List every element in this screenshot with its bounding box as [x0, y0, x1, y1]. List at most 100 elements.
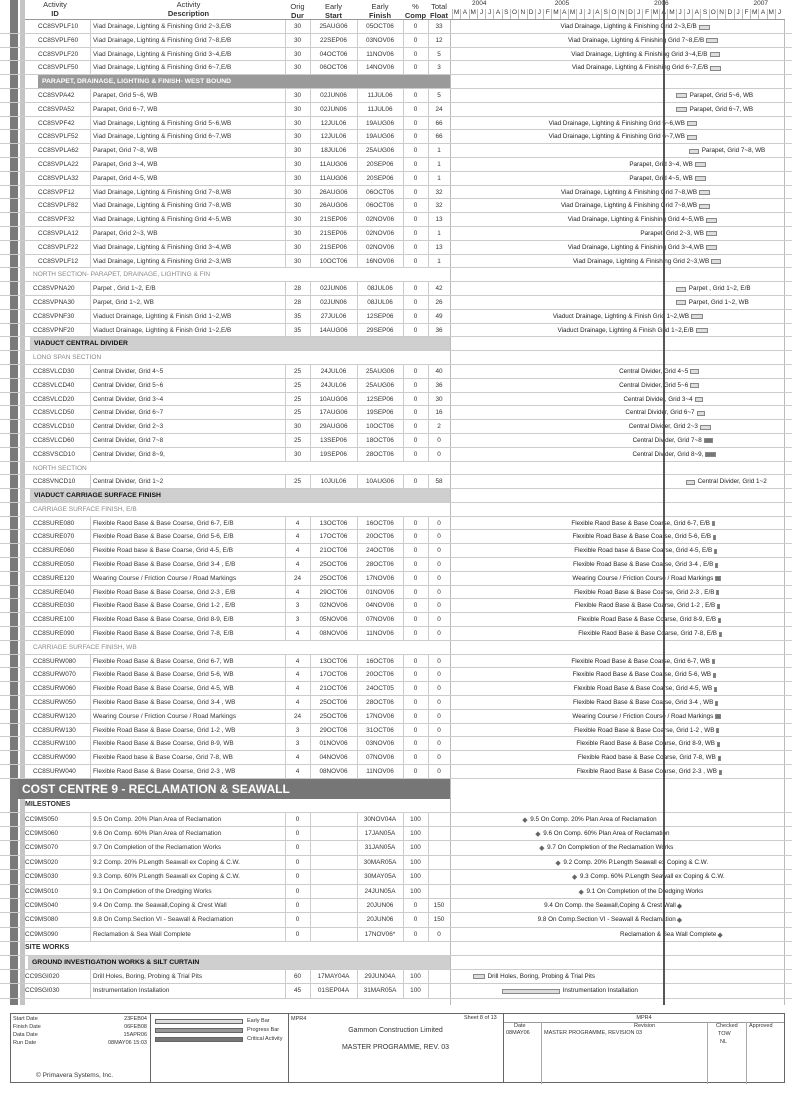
bar-label: Viad Drainage, Lighting & Finishing Grid… — [571, 64, 709, 72]
milestone-row: CC9MS060 9.6 On Comp. 60% Plan Area of Re… — [0, 827, 792, 842]
activity-id: CC8SVPF32 — [38, 216, 75, 224]
early-start: 10OCT06 — [319, 257, 348, 265]
orig-duration: 4 — [295, 533, 300, 541]
year-label: 2007 — [753, 0, 768, 7]
early-finish: 31MAR05A — [363, 987, 397, 995]
month-label: J — [576, 9, 584, 19]
total-float: 13 — [435, 216, 443, 224]
activity-id: CC8SVNCD10 — [33, 478, 76, 486]
percent-complete: 0 — [413, 133, 418, 141]
month-label: J — [485, 9, 493, 19]
month-label: M — [750, 9, 758, 19]
early-finish: 11NOV06 — [366, 630, 394, 638]
subgroup-header: LONG SPAN SECTION — [0, 351, 792, 365]
percent-complete: 0 — [413, 547, 418, 555]
col-desc-top: Activity — [176, 0, 201, 9]
total-float: 13 — [435, 243, 443, 251]
rev-header-checked: Checked — [716, 1023, 738, 1029]
activity-row: CC8SURE100 Flexible Road Base & Base Coar… — [0, 613, 792, 628]
activity-id: CC8SVPLF20 — [38, 50, 79, 58]
run-date-label: Run Date — [13, 1040, 37, 1046]
code: MPR4 — [291, 1016, 307, 1022]
early-finish: 20JUN06 — [366, 916, 394, 924]
early-finish: 16OCT06 — [366, 519, 394, 527]
bar-label: Wearing Course / Friction Course / Road … — [572, 574, 714, 582]
early-bar — [705, 231, 718, 237]
orig-duration: 4 — [295, 768, 300, 776]
activity-id: CC8SURE080 — [33, 519, 75, 527]
total-float: 2 — [437, 423, 441, 431]
month-label: A — [460, 9, 468, 19]
subgroup-title: NORTH SECTION- PARAPET, DRAINAGE, LIGHTI… — [33, 271, 211, 279]
col-comp-top: % — [412, 2, 419, 11]
early-finish: 30MAY05A — [364, 873, 396, 881]
dates-panel: Start Date 23FEB04 Finish Date 06FEB08 Dat… — [11, 1014, 151, 1082]
activity-row: CC8SURE060 Flexible Road base & Base Coar… — [0, 544, 792, 559]
critical-activity-bar — [713, 534, 717, 540]
total-float: 0 — [437, 671, 441, 679]
col-float-top: Total — [431, 2, 447, 11]
bar-label: Viaduct Drainage, Lighting & Finish Grid… — [557, 326, 694, 334]
group-title: VIADUCT CENTRAL DIVIDER — [30, 337, 450, 351]
run-date-value: 08MAY06 15:03 — [107, 1040, 147, 1046]
activity-id: CC8SVPF12 — [38, 188, 75, 196]
bar-label: Central Divider, Grid 3~4 — [623, 395, 693, 403]
total-float: 33 — [435, 23, 443, 30]
orig-duration: 30 — [293, 450, 302, 458]
rev-header-date: Date — [514, 1023, 526, 1029]
total-float: 36 — [435, 381, 443, 389]
activity-row: CC8SURW070 Flexible Raod Base & Base Coar… — [0, 668, 792, 683]
bar-label: Parapet, Grid 3~4, WB — [629, 160, 693, 168]
group-title: VIADUCT CARRIAGE SURFACE FINISH — [30, 489, 450, 502]
percent-complete: 100 — [410, 815, 421, 823]
early-bar — [711, 259, 722, 265]
early-start: 12JUL06 — [320, 133, 347, 141]
milestone-row: CC9MS020 9.2 Comp. 20% P.Length Seawall e… — [0, 855, 792, 871]
activity-description: Parpet, Grid 1~2, WB — [93, 298, 154, 306]
activity-description: 9.4 On Comp. the Seawall,Coping & Crest … — [93, 901, 227, 909]
activity-row: CC8SURE070 Flexible Road Base & Base Coar… — [0, 530, 792, 545]
percent-complete: 0 — [413, 147, 418, 155]
early-bar — [705, 245, 718, 251]
activity-row: CC8SURW050 Flexible Raod Base & Base Coar… — [0, 696, 792, 710]
bar-label: Parpet , Grid 1~2, E/B — [688, 285, 751, 293]
activity-row: CC8SVPF42 Viad Drainage, Lighting & Finis… — [0, 116, 792, 131]
subgroup-header: CARRIAGE SURFACE FINISH, WB — [0, 641, 792, 655]
activity-description: 9.8 On Comp.Section VI - Seawall & Recla… — [93, 916, 234, 924]
activity-id: CC8SVPLF22 — [38, 243, 79, 251]
early-start: 25OCT06 — [319, 712, 348, 720]
early-bar — [694, 397, 704, 403]
early-finish: 03NOV06 — [365, 740, 395, 748]
percent-complete: 0 — [413, 768, 418, 776]
early-finish: 10OCT06 — [366, 423, 394, 431]
orig-duration: 4 — [295, 547, 300, 555]
early-start: 21SEP06 — [319, 216, 347, 224]
total-float: 1 — [437, 229, 441, 237]
bar-label: Viad Drainage, Lighting & Finishing Grid… — [567, 36, 705, 44]
orig-duration: 30 — [293, 36, 302, 44]
col-id-bottom: ID — [51, 9, 59, 18]
activity-id: CC8SVLCD20 — [33, 395, 75, 403]
activity-row: CC8SURE030 Flexible Raod Base & Base Coar… — [0, 599, 792, 614]
orig-duration: 30 — [293, 119, 302, 127]
activity-description: Instrumentation Installation — [93, 987, 170, 995]
activity-id: CC8SURE040 — [33, 588, 75, 596]
activity-id: CC8SVPNA20 — [33, 285, 75, 293]
early-start: 24JUL06 — [320, 381, 347, 389]
bar-label: Flexible Road base & Base Coarse, Grid 4… — [574, 547, 713, 555]
early-finish: 14NOV06 — [365, 64, 395, 72]
col-start-bottom: Start — [324, 11, 343, 20]
activity-row: CC8SURW090 Flexible Raod base & Base Coar… — [0, 751, 792, 766]
early-finish: 11JUL06 — [367, 105, 393, 113]
activity-description: Central Divider, Grid 2~3 — [93, 423, 164, 431]
percent-complete: 0 — [413, 726, 418, 734]
percent-complete: 0 — [413, 533, 418, 541]
percent-complete: 0 — [413, 50, 418, 58]
total-float: 0 — [437, 450, 441, 458]
activity-description: Viaduct Drainage, Lighting & Finish Grid… — [93, 312, 232, 320]
percent-complete: 0 — [413, 740, 418, 748]
activity-description: Flexible Raod Base & Base Coarse, Grid 8… — [93, 740, 234, 748]
month-label: M — [551, 9, 559, 19]
early-start: 21OCT06 — [319, 547, 348, 555]
early-start: 19SEP06 — [319, 450, 347, 458]
